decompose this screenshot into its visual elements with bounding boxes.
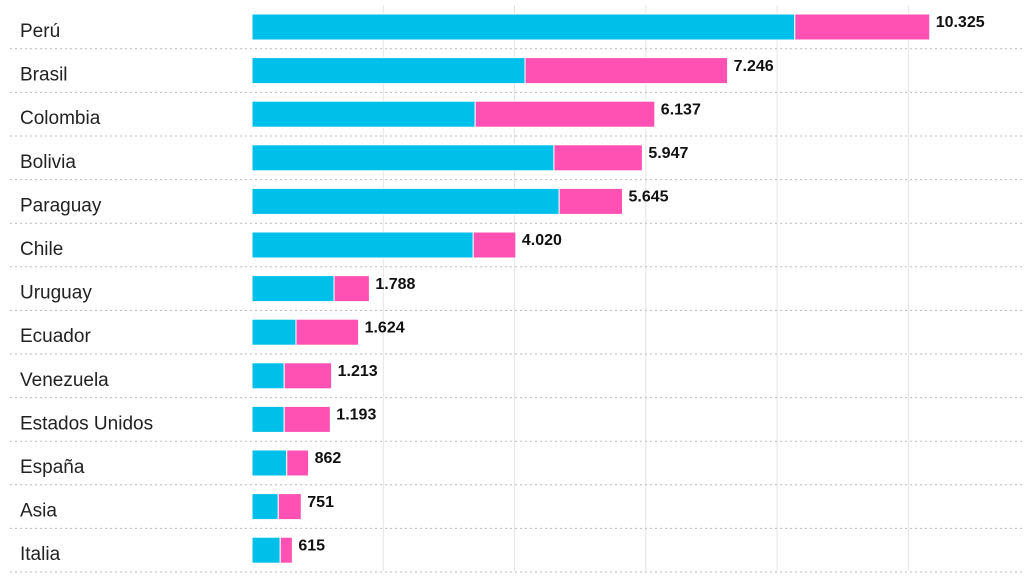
bar-segment bbox=[279, 536, 293, 564]
total-label: 862 bbox=[315, 450, 342, 467]
category-label: Estados Unidos bbox=[20, 413, 153, 434]
category-label: España bbox=[20, 457, 85, 478]
bar-segment bbox=[277, 493, 302, 521]
category-label: Asia bbox=[20, 501, 57, 522]
bar-segment bbox=[251, 493, 279, 521]
bar-segment bbox=[286, 449, 310, 477]
category-label: Italia bbox=[20, 544, 61, 565]
category-label: Colombia bbox=[20, 108, 101, 129]
category-label: Bolivia bbox=[20, 152, 76, 173]
category-label: Ecuador bbox=[20, 326, 91, 347]
bar-segment bbox=[251, 13, 796, 41]
bar-segment bbox=[251, 275, 335, 303]
bar-segment bbox=[251, 405, 285, 433]
bar-segment bbox=[251, 318, 297, 346]
total-label: 7.246 bbox=[734, 58, 774, 75]
bar-segment bbox=[474, 100, 656, 128]
bar-segment bbox=[295, 318, 360, 346]
category-label: Uruguay bbox=[20, 283, 92, 304]
category-label: Brasil bbox=[20, 65, 68, 86]
category-label: Chile bbox=[20, 239, 63, 260]
category-label: Venezuela bbox=[20, 370, 109, 391]
bar-segment bbox=[251, 231, 474, 259]
total-label: 751 bbox=[307, 494, 334, 511]
total-label: 1.213 bbox=[338, 363, 378, 380]
total-label: 615 bbox=[298, 537, 325, 554]
bar-segment bbox=[251, 57, 526, 85]
bar-segment bbox=[333, 275, 370, 303]
bar-segment bbox=[251, 144, 555, 172]
bar-segment bbox=[251, 100, 476, 128]
total-label: 1.624 bbox=[365, 319, 405, 336]
category-label: Perú bbox=[20, 21, 60, 42]
total-label: 5.947 bbox=[648, 145, 688, 162]
bar-segment bbox=[472, 231, 517, 259]
category-label: Paraguay bbox=[20, 195, 102, 216]
bar-segment bbox=[283, 362, 333, 390]
bar-segment bbox=[251, 362, 285, 390]
bar-segment bbox=[794, 13, 931, 41]
total-label: 5.645 bbox=[629, 189, 669, 206]
bar-segment bbox=[553, 144, 643, 172]
bar-segment bbox=[558, 187, 624, 215]
total-label: 1.788 bbox=[375, 276, 415, 293]
bar-segment bbox=[283, 405, 331, 433]
bar-segment bbox=[251, 187, 560, 215]
total-label: 6.137 bbox=[661, 101, 701, 118]
total-label: 4.020 bbox=[522, 232, 562, 249]
bar-segment bbox=[251, 449, 288, 477]
bar-segment bbox=[251, 536, 281, 564]
total-label: 1.193 bbox=[336, 407, 376, 424]
total-label: 10.325 bbox=[936, 14, 985, 31]
bar-segment bbox=[524, 57, 729, 85]
